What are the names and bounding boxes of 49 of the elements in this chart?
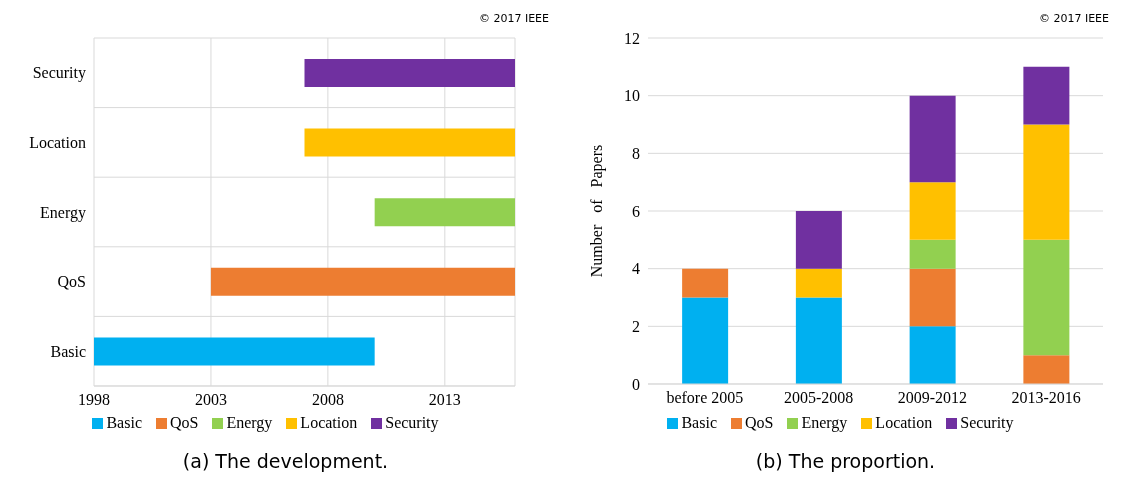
y-tick-label: 6 [632, 202, 640, 220]
legend-label: QoS [169, 414, 199, 432]
y-tick-label: Location [29, 134, 86, 152]
y-tick-label: Security [32, 64, 86, 83]
legend-label: Energy [226, 414, 273, 432]
bar [1023, 355, 1070, 384]
legend-label: QoS [744, 414, 774, 432]
legend-label: Basic [106, 414, 142, 432]
bar [1023, 66, 1070, 125]
bar [682, 268, 729, 298]
x-tick-label: before 2005 [666, 389, 744, 407]
y-tick-label: 8 [632, 145, 640, 163]
y-tick-label: 0 [632, 375, 640, 393]
bar [682, 297, 729, 384]
text: © 2017 IEEE [1038, 12, 1109, 25]
legend-label: Basic [681, 414, 717, 432]
x-tick-label: 2005-2008 [783, 389, 854, 407]
bar [909, 182, 956, 240]
y-tick-label: 12 [624, 29, 640, 47]
bar [909, 326, 956, 384]
legend-label: Security [960, 414, 1014, 432]
bar [795, 268, 842, 298]
y-tick-label: Basic [50, 342, 86, 360]
bar [1023, 239, 1070, 356]
legend-label: Location [875, 414, 933, 432]
legend-label: Location [300, 414, 358, 432]
text: © 2017 IEEE [478, 12, 549, 25]
text: (a) The development. [181, 450, 390, 472]
y-tick-label: 4 [632, 260, 640, 278]
y-tick-label: QoS [57, 273, 86, 291]
x-tick-label: 2013-2016 [1011, 389, 1081, 407]
bar [909, 95, 956, 183]
bar [1023, 124, 1070, 240]
bar [909, 268, 956, 327]
x-tick-label: 2013 [428, 391, 461, 409]
x-tick-label: 2009-2012 [897, 389, 968, 407]
text: (b) The proportion. [754, 450, 937, 472]
legend-label: Energy [801, 414, 848, 432]
y-axis-title: Number of Papers [587, 144, 606, 278]
bar [795, 297, 842, 384]
x-tick-label: 2008 [311, 391, 344, 409]
y-tick-label: 2 [632, 318, 640, 336]
y-tick-label: Energy [40, 203, 86, 222]
bar [909, 239, 956, 269]
x-tick-label: 1998 [78, 391, 110, 409]
legend-label: Security [385, 414, 439, 432]
y-tick-label: 10 [624, 87, 640, 105]
bar [795, 211, 842, 269]
x-tick-label: 2003 [194, 391, 227, 409]
